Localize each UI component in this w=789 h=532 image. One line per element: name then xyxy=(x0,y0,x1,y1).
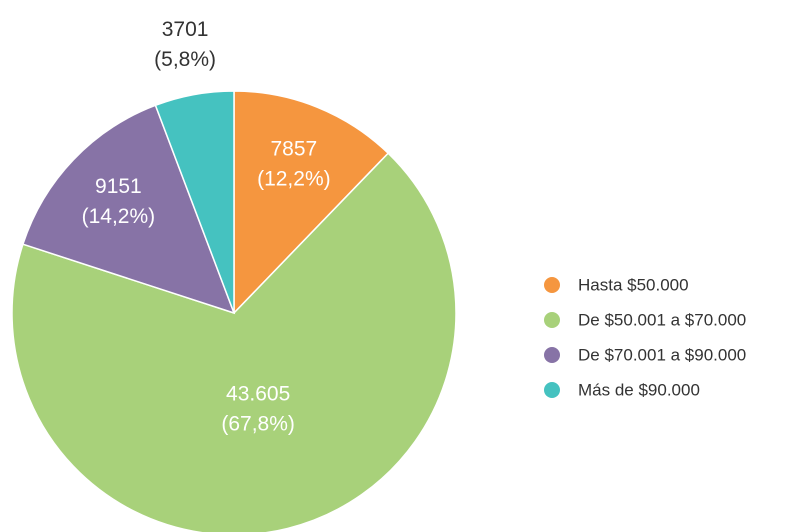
value-label: 3701 xyxy=(162,18,209,41)
percent-label: (14,2%) xyxy=(82,205,156,228)
value-label: 43.605 xyxy=(226,382,290,405)
legend-label: Hasta $50.000 xyxy=(578,275,689,294)
percent-label: (67,8%) xyxy=(221,412,295,435)
percent-label: (12,2%) xyxy=(257,167,331,190)
legend-label: De $50.001 a $70.000 xyxy=(578,310,746,329)
legend-marker xyxy=(544,277,560,293)
legend-label: De $70.001 a $90.000 xyxy=(578,345,746,364)
pie-slice xyxy=(233,90,390,315)
pie-slice xyxy=(11,152,457,532)
pie-slice xyxy=(21,104,236,315)
value-label: 9151 xyxy=(95,175,142,198)
legend-marker xyxy=(544,347,560,363)
pie-slice xyxy=(154,90,235,314)
legend-marker xyxy=(544,312,560,328)
value-label: 7857 xyxy=(270,137,317,160)
legend-label: Más de $90.000 xyxy=(578,380,700,399)
percent-label: (5,8%) xyxy=(154,48,216,71)
legend-marker xyxy=(544,382,560,398)
